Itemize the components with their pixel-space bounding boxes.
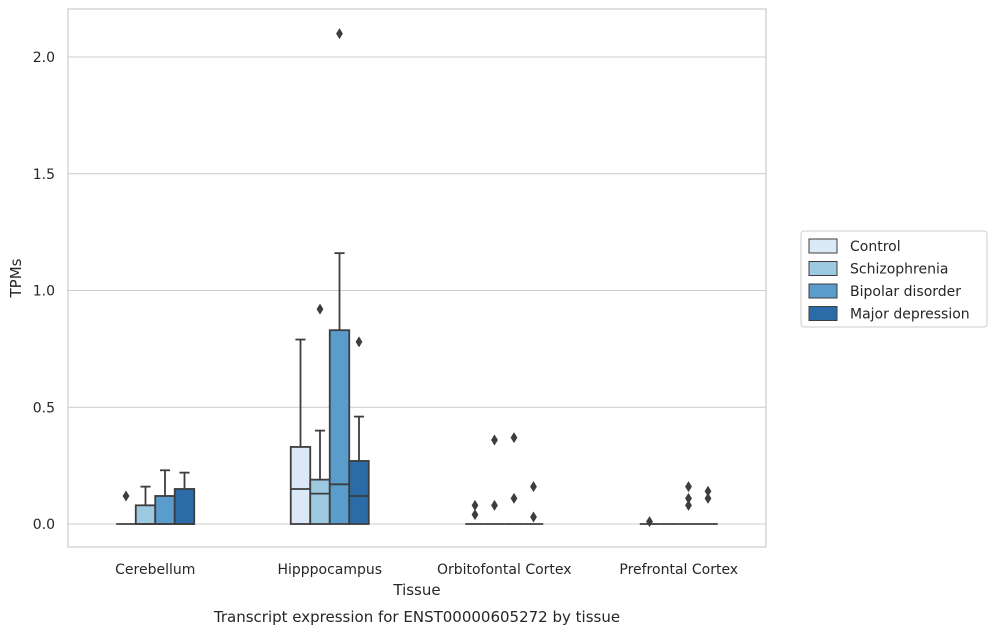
box-plot <box>465 499 485 525</box>
box-plot <box>173 471 196 525</box>
box-plot <box>348 336 370 525</box>
outlier-point <box>685 481 692 493</box>
legend-swatch <box>808 261 838 276</box>
outlier-point <box>471 509 479 521</box>
box-plot <box>309 303 331 525</box>
box-plot <box>504 432 524 525</box>
legend-swatch <box>808 306 838 321</box>
outlier-point <box>704 492 712 504</box>
box-plot <box>639 516 660 528</box>
box-body <box>289 446 312 525</box>
x-tick-label: Orbitofontal Cortex <box>437 562 572 578</box>
outlier-point <box>510 492 518 504</box>
y-axis-title: TPMs <box>7 258 25 298</box>
x-tick-labels: Cerebellum Hipppocampus Orbitofontal Corte… <box>115 562 738 578</box>
box-plot <box>523 481 544 525</box>
box-body <box>134 504 157 525</box>
box-plot <box>289 338 312 525</box>
legend-label: Major depression <box>850 307 970 323</box>
box-plot <box>328 28 351 525</box>
outlier-point <box>510 432 518 444</box>
y-tick-label: 0.5 <box>33 400 55 416</box>
outlier-point <box>336 28 343 40</box>
box-plot <box>116 490 136 525</box>
outlier-point <box>530 481 537 493</box>
outlier-point <box>122 490 130 502</box>
chart-caption: Transcript expression for ENST0000060527… <box>213 608 620 626</box>
legend-frame <box>800 230 988 328</box>
legend-swatch <box>808 283 838 299</box>
outlier-point <box>685 499 692 511</box>
outlier-point <box>704 485 712 497</box>
y-tick-label: 0.0 <box>33 517 55 533</box>
legend-swatch <box>808 238 838 254</box>
y-tick-label: 1.5 <box>33 167 55 183</box>
outlier-point <box>316 303 324 315</box>
outlier-point <box>530 511 537 523</box>
x-tick-label: Prefrontal Cortex <box>619 562 738 578</box>
box-body <box>173 488 196 525</box>
box-plot <box>678 481 699 525</box>
legend-label: Control <box>850 239 901 255</box>
box-body <box>309 478 331 525</box>
outlier-point <box>646 516 653 528</box>
legend: Control Schizophrenia Bipolar disorder Majo… <box>800 230 988 328</box>
outlier-point <box>471 499 479 511</box>
x-tick-label: Hipppocampus <box>277 562 382 578</box>
box-body <box>348 460 370 525</box>
outlier-point <box>355 336 363 348</box>
legend-label: Schizophrenia <box>850 262 948 278</box>
x-tick-label: Cerebellum <box>115 562 195 578</box>
plot-frame <box>67 8 767 548</box>
boxes <box>116 28 718 528</box>
outlier-point <box>491 434 498 446</box>
box-plot <box>698 485 718 525</box>
box-body <box>154 495 176 525</box>
outlier-point <box>491 499 498 511</box>
legend-label: Bipolar disorder <box>850 284 961 300</box>
x-axis-title: Tissue <box>392 581 440 599</box>
box-plot <box>134 485 157 525</box>
y-tick-label: 2.0 <box>33 50 55 66</box>
box-body <box>328 329 351 525</box>
box-plot <box>484 434 505 525</box>
y-tick-label: 1.0 <box>33 284 55 300</box>
outlier-point <box>685 492 692 504</box>
y-tick-labels: 0.0 0.5 1.0 1.5 2.0 <box>33 50 55 533</box>
